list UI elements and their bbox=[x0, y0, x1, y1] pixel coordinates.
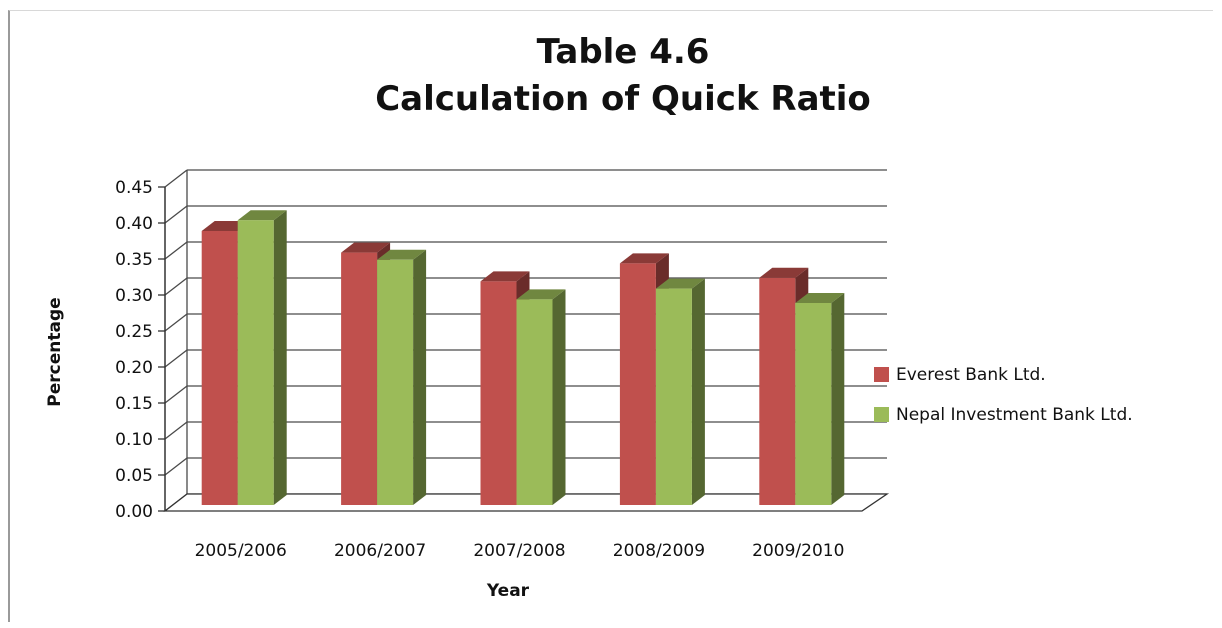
x-axis-title: Year bbox=[486, 581, 530, 601]
legend-swatch bbox=[874, 367, 889, 382]
y-tick-label: 0.20 bbox=[115, 358, 153, 378]
y-tick-label: 0.35 bbox=[115, 250, 153, 270]
gridline-depth bbox=[164, 349, 188, 368]
chart-subtitle: Calculation of Quick Ratio bbox=[375, 79, 871, 119]
gridline-depth bbox=[164, 241, 188, 260]
gridline-depth bbox=[164, 277, 188, 296]
y-axis-title: Percentage bbox=[45, 297, 65, 406]
gridline-depth bbox=[164, 313, 188, 332]
bar bbox=[237, 210, 287, 505]
x-tick-label: 2006/2007 bbox=[334, 541, 426, 561]
tick-labels: 0.00 0.05 0.10 0.15 0.20 0.25 0.30 0.35 0.40 0.45… bbox=[115, 178, 844, 561]
bar bbox=[516, 289, 566, 505]
gridline-depth bbox=[164, 457, 188, 476]
gridline-depth bbox=[164, 421, 188, 440]
y-tick-label: 0.05 bbox=[115, 466, 153, 486]
gridline-depth bbox=[164, 385, 188, 404]
legend-label: Everest Bank Ltd. bbox=[896, 365, 1046, 385]
bar bbox=[655, 278, 705, 505]
legend-label: Nepal Investment Bank Ltd. bbox=[896, 405, 1133, 425]
y-tick-label: 0.10 bbox=[115, 430, 153, 450]
bar bbox=[377, 249, 427, 505]
gridline-depth bbox=[164, 169, 188, 188]
bar bbox=[795, 293, 845, 505]
legend-swatch bbox=[874, 407, 889, 422]
legend: Everest Bank Ltd. Nepal Investment Bank L… bbox=[874, 365, 1133, 425]
x-tick-label: 2009/2010 bbox=[752, 541, 844, 561]
bars bbox=[201, 210, 845, 505]
y-tick-label: 0.15 bbox=[115, 394, 153, 414]
y-tick-label: 0.25 bbox=[115, 322, 153, 342]
y-tick-label: 0.45 bbox=[115, 178, 153, 198]
x-tick-label: 2007/2008 bbox=[473, 541, 565, 561]
y-tick-label: 0.30 bbox=[115, 286, 153, 306]
x-tick-label: 2005/2006 bbox=[195, 541, 287, 561]
y-tick-label: 0.00 bbox=[115, 502, 153, 522]
y-tick-label: 0.40 bbox=[115, 214, 153, 234]
chart-title: Table 4.6 bbox=[537, 32, 710, 72]
gridline-depth bbox=[164, 205, 188, 224]
x-tick-label: 2008/2009 bbox=[613, 541, 705, 561]
